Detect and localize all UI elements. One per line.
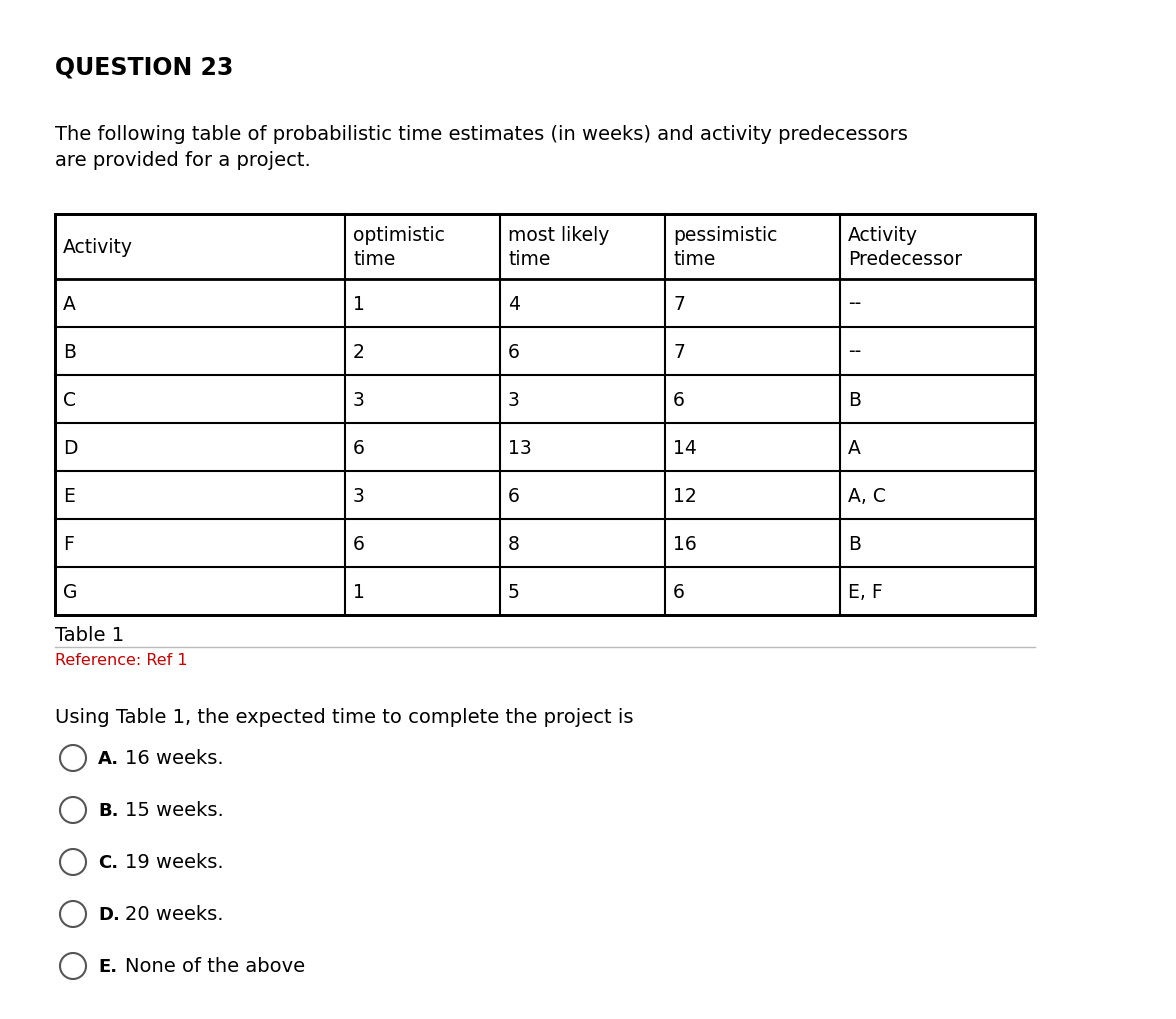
Text: 6: 6: [353, 438, 365, 458]
Text: 1: 1: [353, 294, 365, 313]
Text: 6: 6: [508, 342, 520, 361]
Text: 7: 7: [673, 342, 684, 361]
Text: Reference: Ref 1: Reference: Ref 1: [55, 652, 188, 667]
Text: Activity: Activity: [64, 237, 133, 257]
Text: E: E: [64, 486, 75, 505]
Text: 14: 14: [673, 438, 697, 458]
Text: most likely
time: most likely time: [508, 226, 609, 268]
Text: 20 weeks.: 20 weeks.: [125, 905, 223, 923]
Text: G: G: [64, 582, 78, 601]
Text: optimistic
time: optimistic time: [353, 226, 445, 268]
Text: Using Table 1, the expected time to complete the project is: Using Table 1, the expected time to comp…: [55, 707, 634, 727]
Text: 1: 1: [353, 582, 365, 601]
Text: 5: 5: [508, 582, 520, 601]
Text: Activity
Predecessor: Activity Predecessor: [848, 226, 962, 268]
Text: 6: 6: [508, 486, 520, 505]
Text: B: B: [848, 390, 861, 409]
Text: 7: 7: [673, 294, 684, 313]
Text: E, F: E, F: [848, 582, 883, 601]
Bar: [55, 215, 1035, 615]
Text: 6: 6: [353, 534, 365, 553]
Text: E.: E.: [98, 957, 118, 975]
Text: 16: 16: [673, 534, 696, 553]
Text: The following table of probabilistic time estimates (in weeks) and activity pred: The following table of probabilistic tim…: [55, 125, 908, 170]
Text: 6: 6: [673, 390, 684, 409]
Text: A: A: [64, 294, 76, 313]
Text: B: B: [64, 342, 76, 361]
Text: 6: 6: [673, 582, 684, 601]
Text: 3: 3: [353, 390, 365, 409]
Text: 4: 4: [508, 294, 520, 313]
Text: Table 1: Table 1: [55, 626, 125, 644]
Text: 3: 3: [353, 486, 365, 505]
Text: D.: D.: [98, 905, 120, 923]
Text: A.: A.: [98, 749, 119, 767]
Text: 3: 3: [508, 390, 520, 409]
Text: pessimistic
time: pessimistic time: [673, 226, 777, 268]
Text: B: B: [848, 534, 861, 553]
Text: QUESTION 23: QUESTION 23: [55, 55, 233, 78]
Text: 19 weeks.: 19 weeks.: [125, 853, 223, 871]
Text: 13: 13: [508, 438, 532, 458]
Text: 12: 12: [673, 486, 696, 505]
Text: --: --: [848, 342, 861, 361]
Text: 2: 2: [353, 342, 365, 361]
Text: 8: 8: [508, 534, 520, 553]
Text: D: D: [64, 438, 78, 458]
Text: 15 weeks.: 15 weeks.: [125, 801, 223, 819]
Text: None of the above: None of the above: [125, 957, 305, 975]
Text: B.: B.: [98, 801, 119, 819]
Text: A: A: [848, 438, 861, 458]
Text: C: C: [64, 390, 76, 409]
Text: A, C: A, C: [848, 486, 886, 505]
Text: C.: C.: [98, 853, 118, 871]
Text: F: F: [64, 534, 74, 553]
Text: --: --: [848, 294, 861, 313]
Text: 16 weeks.: 16 weeks.: [125, 749, 223, 767]
